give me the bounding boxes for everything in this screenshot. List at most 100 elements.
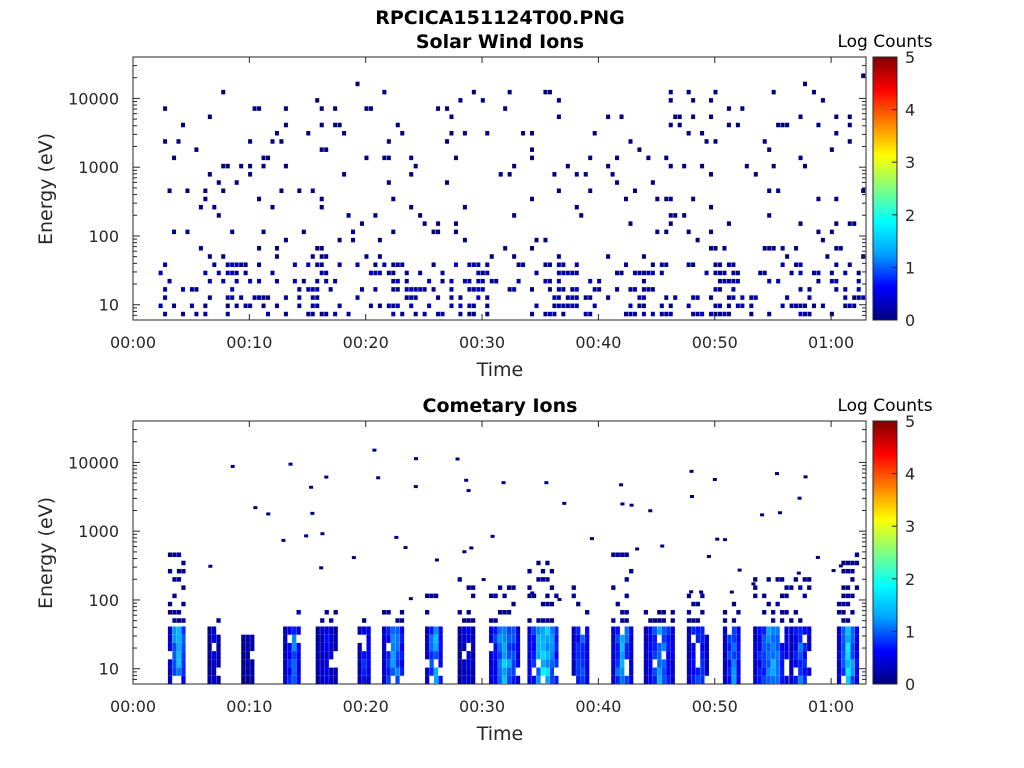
heatmap-cell bbox=[686, 651, 692, 660]
heatmap-cell bbox=[306, 130, 311, 136]
heatmap-cell bbox=[176, 568, 182, 574]
heatmap-cell bbox=[776, 188, 781, 194]
heatmap-cell bbox=[845, 560, 851, 566]
heatmap-cell bbox=[547, 278, 552, 284]
heatmap-cell bbox=[337, 262, 342, 267]
heatmap-cell bbox=[767, 246, 772, 251]
heatmap-cell bbox=[668, 213, 673, 218]
heatmap-cell bbox=[717, 303, 722, 309]
heatmap-cell bbox=[845, 667, 851, 676]
heatmap-cell bbox=[762, 675, 767, 684]
heatmap-cell bbox=[736, 675, 741, 684]
heatmap-cell bbox=[319, 254, 324, 259]
heatmap-cell bbox=[211, 675, 217, 684]
heatmap-cell bbox=[643, 659, 649, 668]
heatmap-cell bbox=[624, 618, 629, 623]
heatmap-cell bbox=[762, 667, 767, 676]
heatmap-cell bbox=[464, 478, 469, 482]
heatmap-cell bbox=[736, 651, 741, 660]
heatmap-cell bbox=[664, 295, 669, 300]
heatmap-cell bbox=[670, 626, 675, 635]
heatmap-cell bbox=[670, 618, 675, 623]
heatmap-cell bbox=[366, 675, 371, 684]
heatmap-cell bbox=[727, 675, 732, 684]
heatmap-cell bbox=[466, 634, 471, 643]
heatmap-cell bbox=[362, 651, 367, 660]
heatmap-cell bbox=[565, 270, 570, 276]
y-tick-label: 100 bbox=[88, 227, 119, 246]
heatmap-cell bbox=[433, 667, 439, 676]
heatmap-cell bbox=[731, 642, 737, 652]
heatmap-cell bbox=[234, 278, 239, 284]
heatmap-cell bbox=[779, 667, 785, 676]
heatmap-cell bbox=[845, 568, 851, 574]
heatmap-cell bbox=[386, 155, 391, 161]
heatmap-cell bbox=[270, 204, 275, 210]
heatmap-cell bbox=[261, 229, 266, 235]
heatmap-cell bbox=[628, 311, 633, 317]
heatmap-cell bbox=[802, 667, 807, 676]
heatmap-cell bbox=[717, 262, 722, 267]
heatmap-cell bbox=[436, 106, 441, 111]
heatmap-cell bbox=[386, 659, 391, 668]
heatmap-cell bbox=[850, 560, 855, 566]
heatmap-cell bbox=[735, 122, 740, 128]
heatmap-cell bbox=[620, 651, 625, 660]
heatmap-cell bbox=[829, 229, 834, 235]
heatmap-cell bbox=[257, 295, 262, 300]
heatmap-cell bbox=[643, 667, 649, 676]
heatmap-cell bbox=[717, 287, 722, 292]
heatmap-cell bbox=[615, 659, 620, 668]
heatmap-cell bbox=[471, 659, 476, 668]
heatmap-cell bbox=[561, 262, 566, 267]
heatmap-cell bbox=[650, 287, 655, 292]
heatmap-cell bbox=[615, 552, 620, 558]
heatmap-cell bbox=[368, 106, 373, 111]
heatmap-cell bbox=[628, 139, 633, 144]
heatmap-cell bbox=[709, 98, 714, 103]
heatmap-cell bbox=[549, 667, 555, 676]
heatmap-cell bbox=[497, 642, 503, 652]
heatmap-cell bbox=[655, 229, 660, 235]
heatmap-cell bbox=[784, 626, 789, 635]
heatmap-cell bbox=[351, 556, 356, 560]
heatmap-cell bbox=[296, 675, 301, 684]
heatmap-cell bbox=[471, 642, 476, 652]
x-tick-label: 01:00 bbox=[808, 333, 854, 352]
heatmap-cell bbox=[466, 618, 471, 623]
heatmap-cell bbox=[798, 651, 803, 660]
heatmap-cell bbox=[172, 593, 177, 599]
heatmap-cell bbox=[270, 270, 275, 276]
heatmap-cell bbox=[239, 262, 244, 267]
heatmap-cell bbox=[530, 246, 535, 251]
heatmap-cell bbox=[493, 642, 498, 652]
heatmap-cell bbox=[686, 262, 691, 267]
heatmap-cell bbox=[574, 295, 579, 300]
heatmap-cell bbox=[462, 204, 467, 210]
heatmap-cell bbox=[648, 675, 653, 684]
heatmap-cell bbox=[722, 675, 728, 684]
heatmap-cell bbox=[545, 618, 550, 623]
heatmap-cell bbox=[549, 585, 555, 590]
heatmap-cell bbox=[762, 659, 767, 668]
heatmap-cell bbox=[512, 287, 517, 292]
heatmap-cell bbox=[511, 651, 516, 660]
figure-title: RPCICA151124T00.PNG bbox=[375, 7, 625, 29]
heatmap-cell bbox=[507, 172, 512, 177]
heatmap-cell bbox=[507, 89, 512, 95]
heatmap-cell bbox=[793, 675, 798, 684]
heatmap-cell bbox=[216, 213, 221, 218]
heatmap-cell bbox=[274, 246, 279, 251]
colorbar: 0 1 2 3 4 5 bbox=[872, 48, 915, 330]
heatmap-cell bbox=[457, 634, 462, 643]
heatmap-cell bbox=[391, 196, 396, 202]
heatmap-cell bbox=[811, 303, 816, 309]
heatmap-cell bbox=[854, 585, 860, 590]
heatmap-cell bbox=[834, 196, 839, 202]
heatmap-cell bbox=[784, 634, 789, 643]
heatmap-cell bbox=[775, 642, 780, 652]
heatmap-cell bbox=[501, 481, 506, 485]
heatmap-cell bbox=[576, 675, 581, 684]
heatmap-cell bbox=[328, 287, 333, 292]
heatmap-cell bbox=[641, 278, 646, 284]
